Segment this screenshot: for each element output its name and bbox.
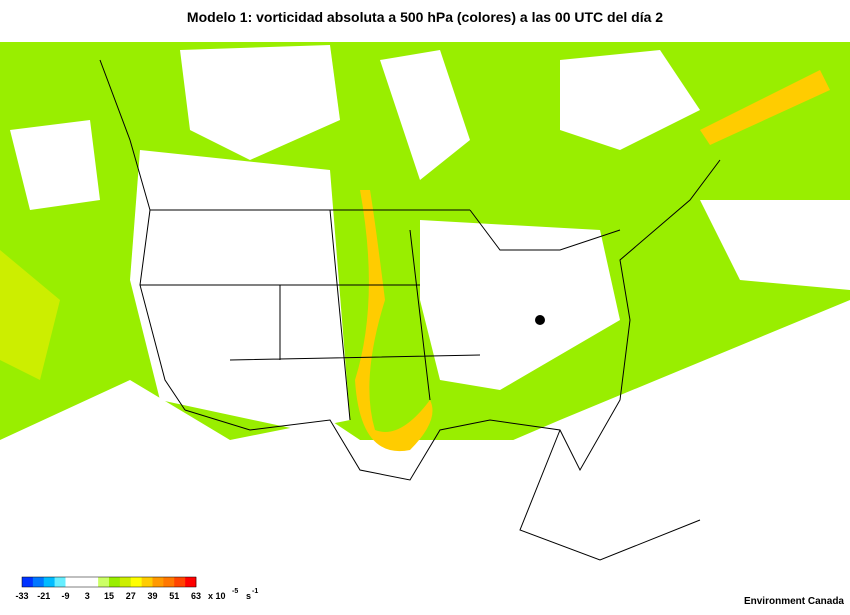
legend-swatch <box>43 577 55 587</box>
legend-swatch <box>32 577 45 587</box>
legend-swatch <box>185 577 197 587</box>
coastline <box>99 59 701 561</box>
low-vorticity-area <box>700 200 850 290</box>
legend-swatch <box>109 577 121 587</box>
legend-tick-label: 39 <box>147 591 157 601</box>
legend-swatch <box>130 577 142 587</box>
unit-prefix: x 10 <box>208 591 226 601</box>
low-vorticity-area <box>560 50 700 150</box>
legend-swatch <box>152 577 164 587</box>
map-title: Modelo 1: vorticidad absoluta a 500 hPa … <box>187 9 663 25</box>
high-vorticity-band <box>355 190 433 452</box>
legend-tick-label: -9 <box>61 591 69 601</box>
legend-swatch <box>141 577 153 587</box>
legend-swatch <box>22 577 34 587</box>
unit-base-exponent: -1 <box>252 588 258 595</box>
unit-base: s <box>246 591 251 601</box>
color-legend: -33 -21 -9 3 15 27 39 51 63 x 10 -5 s -1 <box>15 576 258 601</box>
high-vorticity-band <box>700 70 830 145</box>
legend-swatch <box>119 577 132 587</box>
low-vorticity-area <box>10 120 100 210</box>
low-vorticity-area <box>380 50 470 180</box>
legend-swatch <box>76 577 88 587</box>
low-vorticity-area <box>0 300 850 610</box>
legend-tick-label: -21 <box>37 591 50 601</box>
legend-swatch <box>174 577 186 587</box>
legend-tick-label: -33 <box>15 591 28 601</box>
legend-swatch <box>87 577 99 587</box>
legend-swatch <box>54 577 66 587</box>
credit: Environment Canada <box>744 596 844 607</box>
location-marker <box>535 315 545 325</box>
coastline <box>184 159 721 481</box>
legend-tick-label: 27 <box>126 591 136 601</box>
legend-tick-label: 3 <box>85 591 90 601</box>
low-vorticity-area <box>130 150 350 430</box>
legend-frame <box>21 576 197 588</box>
low-vorticity-area <box>180 45 340 160</box>
unit-exponent: -5 <box>232 588 238 595</box>
legend-swatch <box>65 577 77 587</box>
border <box>139 209 621 421</box>
legend-swatch <box>163 577 175 587</box>
vorticity-patch <box>0 250 60 380</box>
legend-swatch <box>98 577 110 587</box>
legend-tick-label: 51 <box>169 591 179 601</box>
legend-tick-label: 15 <box>104 591 114 601</box>
map <box>0 42 850 610</box>
legend-tick-label: 63 <box>191 591 201 601</box>
low-vorticity-area <box>420 220 620 390</box>
